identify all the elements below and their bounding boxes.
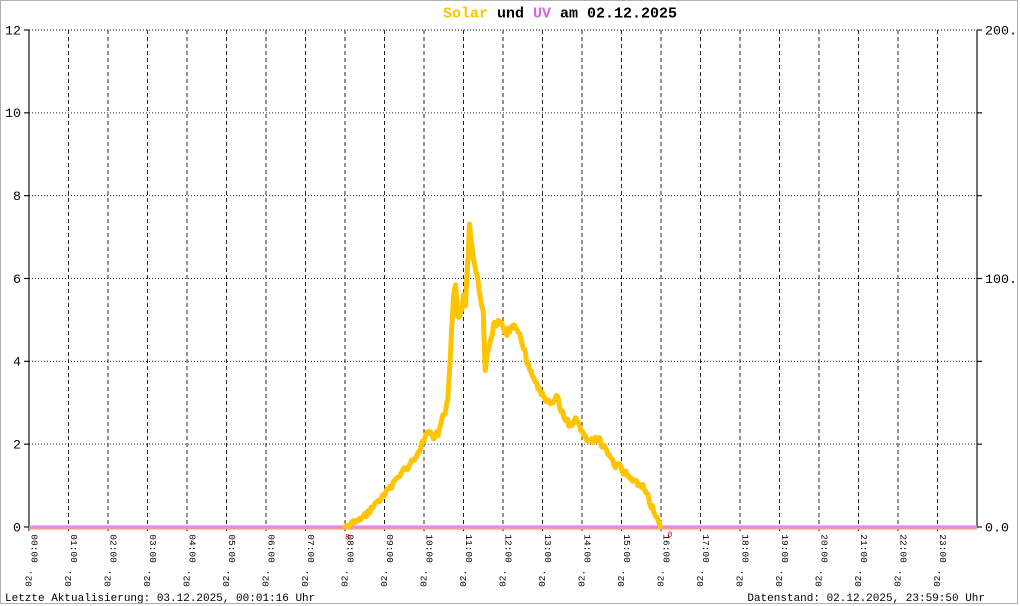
svg-text:02.: 02.	[182, 570, 193, 587]
svg-text:14:00: 14:00	[582, 534, 593, 563]
svg-text:10:00: 10:00	[424, 534, 435, 563]
svg-text:6: 6	[13, 272, 21, 287]
svg-text:02.: 02.	[103, 570, 114, 587]
svg-text:23:00: 23:00	[937, 534, 948, 563]
svg-text:00:00: 00:00	[29, 534, 40, 563]
svg-text:02.: 02.	[221, 570, 232, 587]
svg-text:15:00: 15:00	[621, 534, 632, 563]
svg-text:Datenstand: 02.12.2025, 23:59:: Datenstand: 02.12.2025, 23:59:50 Uhr	[747, 593, 985, 604]
svg-text:8: 8	[13, 189, 21, 204]
svg-text:02.: 02.	[577, 570, 588, 587]
svg-text:02.: 02.	[893, 570, 904, 587]
svg-text:18:00: 18:00	[740, 534, 751, 563]
svg-text:17:00: 17:00	[700, 534, 711, 563]
svg-text:200.0: 200.0	[985, 23, 1018, 38]
svg-text:16:00: 16:00	[661, 534, 672, 563]
svg-text:02.: 02.	[300, 570, 311, 587]
svg-text:04:00: 04:00	[187, 534, 198, 563]
svg-text:02.: 02.	[340, 570, 351, 587]
svg-text:02.: 02.	[142, 570, 153, 587]
svg-text:02.: 02.	[419, 570, 430, 587]
svg-text:21:00: 21:00	[858, 534, 869, 563]
svg-text:02.: 02.	[458, 570, 469, 587]
svg-text:19:00: 19:00	[779, 534, 790, 563]
svg-text:02.: 02.	[379, 570, 390, 587]
svg-text:03:00: 03:00	[147, 534, 158, 563]
svg-text:22:00: 22:00	[898, 534, 909, 563]
svg-text:12:00: 12:00	[503, 534, 514, 563]
svg-text:01:00: 01:00	[68, 534, 79, 563]
svg-text:06:00: 06:00	[266, 534, 277, 563]
svg-text:02.: 02.	[774, 570, 785, 587]
svg-text:Solar und UV am 02.12.2025: Solar und UV am 02.12.2025	[443, 5, 677, 22]
svg-text:02.: 02.	[656, 570, 667, 587]
svg-text:02:00: 02:00	[108, 534, 119, 563]
svg-text:05:00: 05:00	[226, 534, 237, 563]
svg-text:0.0: 0.0	[985, 520, 1009, 535]
svg-text:100.0: 100.0	[985, 272, 1018, 287]
svg-text:08:00: 08:00	[345, 534, 356, 563]
svg-text:02.: 02.	[932, 570, 943, 587]
svg-text:02.: 02.	[63, 570, 74, 587]
svg-text:09:00: 09:00	[384, 534, 395, 563]
svg-text:Letzte Aktualisierung: 03.12.2: Letzte Aktualisierung: 03.12.2025, 00:01…	[5, 593, 315, 604]
svg-text:2: 2	[13, 437, 21, 452]
svg-text:02.: 02.	[695, 570, 706, 587]
svg-text:12: 12	[5, 23, 21, 38]
svg-text:0: 0	[13, 520, 21, 535]
svg-text:07:00: 07:00	[305, 534, 316, 563]
svg-text:02.: 02.	[24, 570, 35, 587]
svg-text:02.: 02.	[498, 570, 509, 587]
svg-text:4: 4	[13, 355, 21, 370]
svg-text:02.: 02.	[261, 570, 272, 587]
svg-text:02.: 02.	[853, 570, 864, 587]
svg-text:02.: 02.	[537, 570, 548, 587]
svg-text:13:00: 13:00	[542, 534, 553, 563]
svg-text:20:00: 20:00	[819, 534, 830, 563]
svg-text:02.: 02.	[814, 570, 825, 587]
svg-text:10: 10	[5, 106, 21, 121]
svg-text:02.: 02.	[735, 570, 746, 587]
svg-text:11:00: 11:00	[463, 534, 474, 563]
svg-text:02.: 02.	[616, 570, 627, 587]
